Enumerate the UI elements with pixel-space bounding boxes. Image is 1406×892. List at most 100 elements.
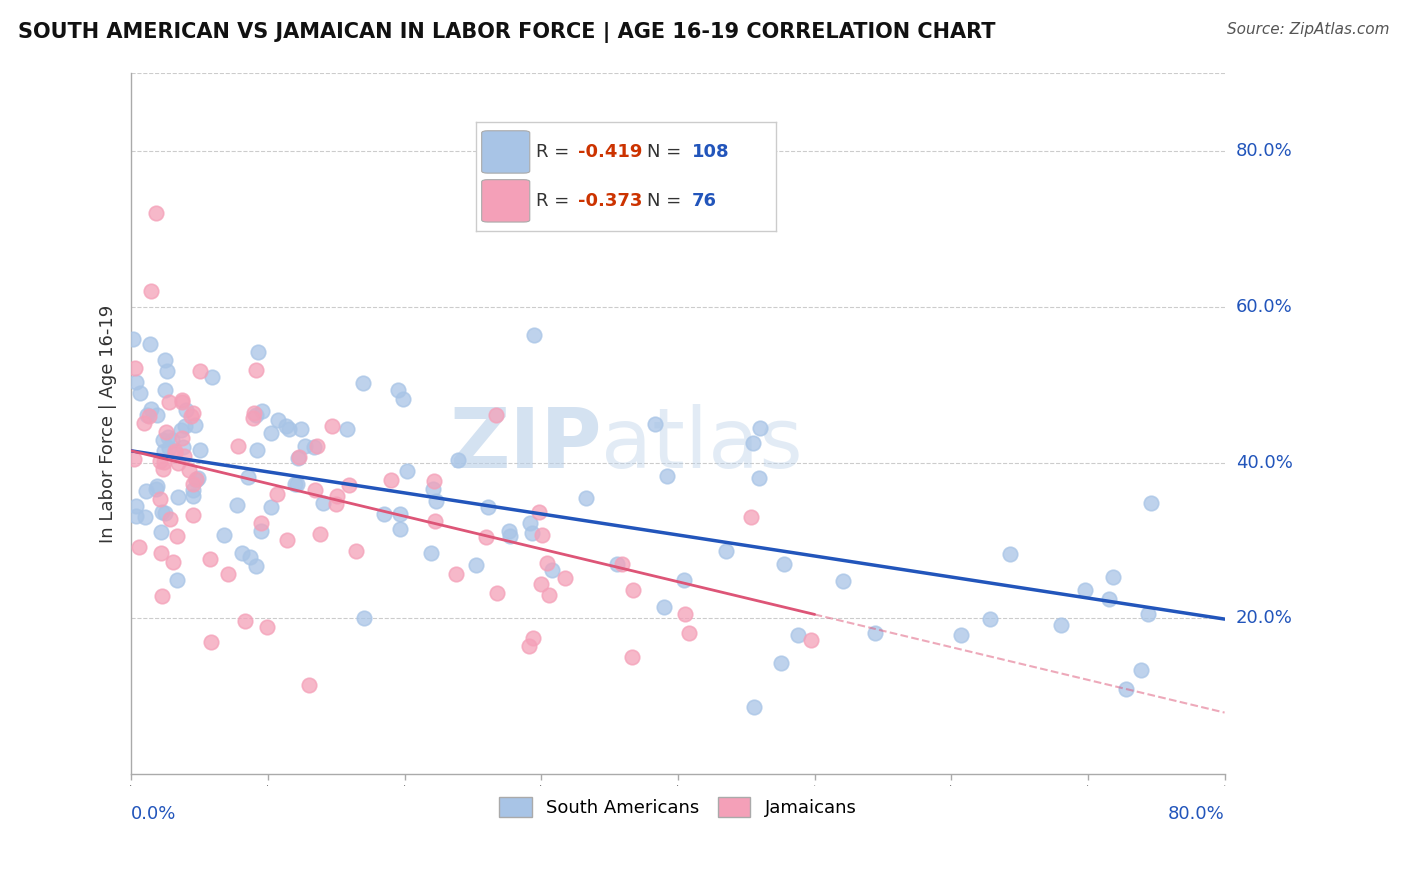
Point <box>155 425 177 439</box>
Point <box>485 586 508 600</box>
Point <box>391 392 413 406</box>
Point <box>395 464 418 478</box>
Text: 80.0%: 80.0% <box>1168 805 1225 822</box>
Point <box>769 656 792 670</box>
Point <box>243 406 266 420</box>
Point <box>173 449 195 463</box>
Point <box>183 483 205 497</box>
Point <box>245 363 267 377</box>
Point <box>673 573 696 587</box>
Point <box>519 516 541 530</box>
Point <box>748 471 770 485</box>
Point <box>157 441 180 455</box>
Point <box>186 472 208 486</box>
Point <box>157 395 180 409</box>
Point <box>260 425 283 440</box>
Point <box>166 573 188 587</box>
Point <box>256 619 278 633</box>
Point <box>184 417 207 432</box>
Point <box>149 492 172 507</box>
Point <box>188 364 211 378</box>
Point <box>139 401 162 416</box>
Point <box>150 589 173 603</box>
Point <box>170 423 193 437</box>
Point <box>172 440 194 454</box>
Point <box>344 543 367 558</box>
Point <box>388 522 411 536</box>
Point <box>678 626 700 640</box>
Point <box>183 489 205 503</box>
Point <box>138 409 160 423</box>
Point <box>162 555 184 569</box>
Point <box>235 614 257 628</box>
Point <box>517 639 540 653</box>
Point <box>621 650 644 665</box>
Point <box>138 336 160 351</box>
Point <box>287 451 309 466</box>
Point <box>1140 496 1163 510</box>
Point <box>157 430 180 444</box>
Point <box>128 541 150 555</box>
Point <box>150 505 173 519</box>
Point <box>183 476 205 491</box>
Point <box>772 557 794 571</box>
Point <box>380 473 402 487</box>
Text: 20.0%: 20.0% <box>1236 609 1292 627</box>
Point <box>181 406 204 420</box>
Point <box>141 284 163 298</box>
Text: 40.0%: 40.0% <box>1236 453 1292 472</box>
Point <box>125 509 148 524</box>
Point <box>321 418 343 433</box>
Point <box>621 583 644 598</box>
Point <box>150 524 173 539</box>
Point <box>420 546 443 560</box>
Point <box>155 352 177 367</box>
Point <box>337 477 360 491</box>
Point <box>162 433 184 447</box>
Point <box>149 454 172 468</box>
Point <box>298 678 321 692</box>
Point <box>422 483 444 497</box>
Point <box>998 547 1021 561</box>
Point <box>304 483 326 497</box>
Point <box>520 525 543 540</box>
Point <box>423 474 446 488</box>
Point <box>125 376 148 390</box>
Point <box>477 500 499 514</box>
Point <box>388 507 411 521</box>
Point <box>186 473 208 487</box>
Point <box>236 469 259 483</box>
Point <box>187 471 209 485</box>
Point <box>167 456 190 470</box>
Point <box>290 422 312 436</box>
Legend: South Americans, Jamaicans: South Americans, Jamaicans <box>492 789 863 825</box>
Point <box>172 395 194 409</box>
Point <box>749 421 772 435</box>
Point <box>180 409 202 423</box>
Point <box>239 549 262 564</box>
Point <box>863 626 886 640</box>
Point <box>226 439 249 453</box>
Point <box>979 612 1001 626</box>
Point <box>152 462 174 476</box>
Point <box>742 436 765 450</box>
Point <box>742 700 765 714</box>
Point <box>475 530 498 544</box>
Point <box>122 332 145 346</box>
Point <box>527 505 550 519</box>
Point <box>198 551 221 566</box>
Point <box>155 506 177 520</box>
Point <box>250 524 273 538</box>
Point <box>657 469 679 483</box>
Point <box>447 453 470 467</box>
Point <box>145 206 167 220</box>
Point <box>153 384 176 398</box>
Point <box>246 345 269 359</box>
Point <box>129 385 152 400</box>
Point <box>276 419 298 434</box>
Point <box>266 487 288 501</box>
Point <box>153 455 176 469</box>
Point <box>425 493 447 508</box>
Point <box>523 328 546 343</box>
Text: atlas: atlas <box>602 404 803 485</box>
